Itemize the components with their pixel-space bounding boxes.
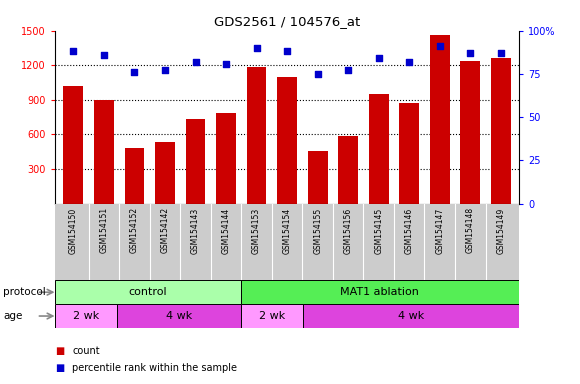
Text: GSM154145: GSM154145 xyxy=(374,207,383,253)
Point xyxy=(282,48,292,55)
Bar xyxy=(369,94,389,204)
Bar xyxy=(430,35,450,204)
Bar xyxy=(241,280,519,304)
Title: GDS2561 / 104576_at: GDS2561 / 104576_at xyxy=(214,15,360,28)
Point xyxy=(191,59,200,65)
Text: percentile rank within the sample: percentile rank within the sample xyxy=(72,363,237,373)
Bar xyxy=(491,58,511,204)
Point xyxy=(222,60,231,67)
Bar xyxy=(55,304,117,328)
Bar xyxy=(277,77,297,204)
Text: ■: ■ xyxy=(55,346,64,356)
Text: GSM154151: GSM154151 xyxy=(99,207,108,253)
Bar xyxy=(241,304,303,328)
Text: GSM154156: GSM154156 xyxy=(344,207,353,253)
Text: GSM154147: GSM154147 xyxy=(435,207,444,253)
Text: 4 wk: 4 wk xyxy=(398,311,424,321)
Text: 4 wk: 4 wk xyxy=(166,311,192,321)
Point xyxy=(99,52,108,58)
Bar xyxy=(338,136,358,204)
Point xyxy=(496,50,505,56)
Text: GSM154153: GSM154153 xyxy=(252,207,261,253)
Text: GSM154144: GSM154144 xyxy=(222,207,230,253)
Point xyxy=(252,45,261,51)
Text: GSM154154: GSM154154 xyxy=(282,207,292,253)
Text: GSM154148: GSM154148 xyxy=(466,207,475,253)
Point xyxy=(130,69,139,75)
Bar xyxy=(461,61,480,204)
Text: 2 wk: 2 wk xyxy=(259,311,285,321)
Point xyxy=(160,67,169,73)
Bar xyxy=(55,280,241,304)
Point xyxy=(405,59,414,65)
Point xyxy=(466,50,475,56)
Bar xyxy=(155,142,175,204)
Text: GSM154150: GSM154150 xyxy=(69,207,78,253)
Point xyxy=(374,55,383,61)
Text: GSM154142: GSM154142 xyxy=(161,207,169,253)
Text: MAT1 ablation: MAT1 ablation xyxy=(340,287,419,297)
Point xyxy=(313,71,322,77)
Text: GSM154143: GSM154143 xyxy=(191,207,200,253)
Bar xyxy=(125,148,144,204)
Text: age: age xyxy=(3,311,22,321)
Text: count: count xyxy=(72,346,100,356)
Bar xyxy=(117,304,241,328)
Text: control: control xyxy=(129,287,167,297)
Text: GSM154146: GSM154146 xyxy=(405,207,414,253)
Text: GSM154155: GSM154155 xyxy=(313,207,322,253)
Point xyxy=(69,48,78,55)
Bar xyxy=(308,151,328,204)
Point xyxy=(343,67,353,73)
Bar xyxy=(63,86,84,204)
Text: protocol: protocol xyxy=(3,287,46,297)
Text: ■: ■ xyxy=(55,363,64,373)
Bar xyxy=(94,100,114,204)
Text: 2 wk: 2 wk xyxy=(73,311,99,321)
Text: GSM154149: GSM154149 xyxy=(496,207,505,253)
Bar xyxy=(399,103,419,204)
Point xyxy=(435,43,444,49)
Bar xyxy=(186,119,205,204)
Bar xyxy=(303,304,519,328)
Bar xyxy=(246,67,266,204)
Text: GSM154152: GSM154152 xyxy=(130,207,139,253)
Bar xyxy=(216,113,236,204)
